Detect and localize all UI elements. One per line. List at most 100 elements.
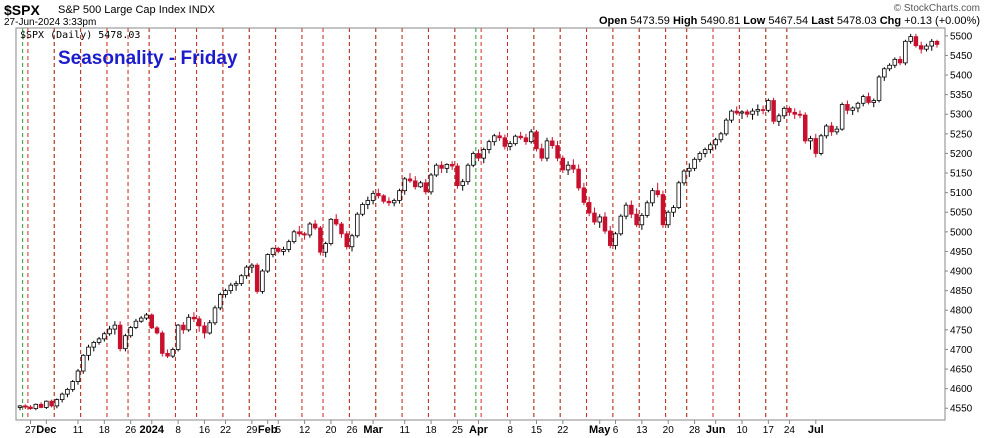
x-tick-label: 13 [636, 425, 648, 436]
candle [344, 231, 349, 250]
chart-annotation: Seasonality - Friday [58, 48, 238, 69]
candle [328, 218, 334, 246]
candle [882, 67, 887, 81]
x-tick-label: Mar [363, 424, 383, 436]
candle [355, 212, 360, 238]
open-label: Open [598, 15, 628, 27]
candle [339, 222, 344, 238]
candle [850, 106, 855, 116]
candle [771, 97, 776, 125]
candle [186, 314, 191, 332]
candle [887, 63, 892, 72]
candle [934, 39, 940, 48]
candle [28, 405, 33, 410]
candle [349, 233, 355, 252]
candle [755, 104, 761, 116]
candle [555, 140, 560, 162]
x-tick-label: 17 [763, 425, 775, 436]
y-tick-label: 4850 [950, 286, 973, 297]
quote-date: 27-Jun-2024 3:33pm [4, 17, 97, 28]
candle [718, 131, 724, 143]
y-tick-label: 4650 [950, 365, 973, 376]
candle [708, 142, 713, 154]
y-tick-label: 5050 [950, 208, 973, 219]
candle [460, 178, 465, 191]
x-tick-label: Jun [706, 424, 726, 436]
x-tick-label: 29 [246, 425, 258, 436]
candle [17, 405, 23, 411]
plot-frame [15, 27, 946, 421]
candle [797, 110, 803, 119]
candle [818, 133, 824, 156]
candle [38, 402, 44, 409]
candle [33, 403, 39, 411]
candle [808, 135, 813, 150]
candle [929, 38, 934, 51]
candle [70, 380, 75, 392]
x-tick-label: 6 [613, 425, 619, 436]
candle [233, 280, 239, 291]
x-tick-label: Dec [36, 424, 56, 436]
candle [154, 325, 160, 335]
candle [312, 220, 318, 230]
candle [191, 312, 197, 322]
candle [444, 163, 450, 174]
candle [318, 225, 323, 256]
candle [576, 164, 581, 191]
candle [202, 322, 207, 339]
candle [608, 225, 613, 249]
x-tick-label: 5 [275, 425, 281, 436]
series-legend: $SPX (Daily) 5478.03 [20, 30, 140, 41]
x-tick-label: 20 [325, 425, 337, 436]
x-tick-label: Jul [808, 424, 824, 436]
candle [391, 198, 397, 207]
y-tick-label: 5350 [950, 90, 973, 101]
candle [824, 124, 829, 139]
y-tick-label: 5450 [950, 51, 973, 62]
candles [17, 33, 940, 411]
candle [439, 161, 444, 174]
candle [196, 316, 202, 332]
candle [634, 208, 639, 228]
candle [465, 163, 471, 185]
candle [528, 129, 534, 144]
candle [297, 225, 302, 237]
candle [260, 269, 265, 294]
x-tick-label: 8 [507, 425, 513, 436]
candle [892, 57, 898, 68]
candle [507, 140, 513, 151]
candle [386, 197, 392, 206]
candle [729, 109, 734, 123]
candle [513, 134, 518, 146]
candle [59, 392, 65, 403]
candle [845, 100, 850, 115]
candle [107, 325, 112, 336]
candle [265, 253, 270, 273]
y-tick-label: 5300 [950, 110, 973, 121]
candle [876, 75, 882, 103]
candle [170, 347, 176, 359]
candle [829, 122, 834, 136]
candle [903, 39, 908, 66]
candle [913, 33, 919, 48]
candle [855, 101, 861, 113]
candle [381, 194, 386, 204]
candle [165, 349, 170, 359]
candle [275, 246, 281, 254]
candle [91, 340, 97, 352]
x-tick-label: 2024 [140, 424, 165, 436]
candle [44, 400, 49, 410]
candle [128, 325, 133, 338]
y-tick-label: 5100 [950, 188, 973, 199]
candle [302, 231, 307, 240]
candle [376, 188, 381, 199]
candle [428, 173, 434, 195]
candle [702, 147, 708, 158]
x-tick-label: 8 [175, 425, 181, 436]
gridlines [22, 28, 788, 420]
candle [102, 331, 107, 342]
x-tick-label: 22 [220, 425, 232, 436]
candle [787, 106, 792, 116]
